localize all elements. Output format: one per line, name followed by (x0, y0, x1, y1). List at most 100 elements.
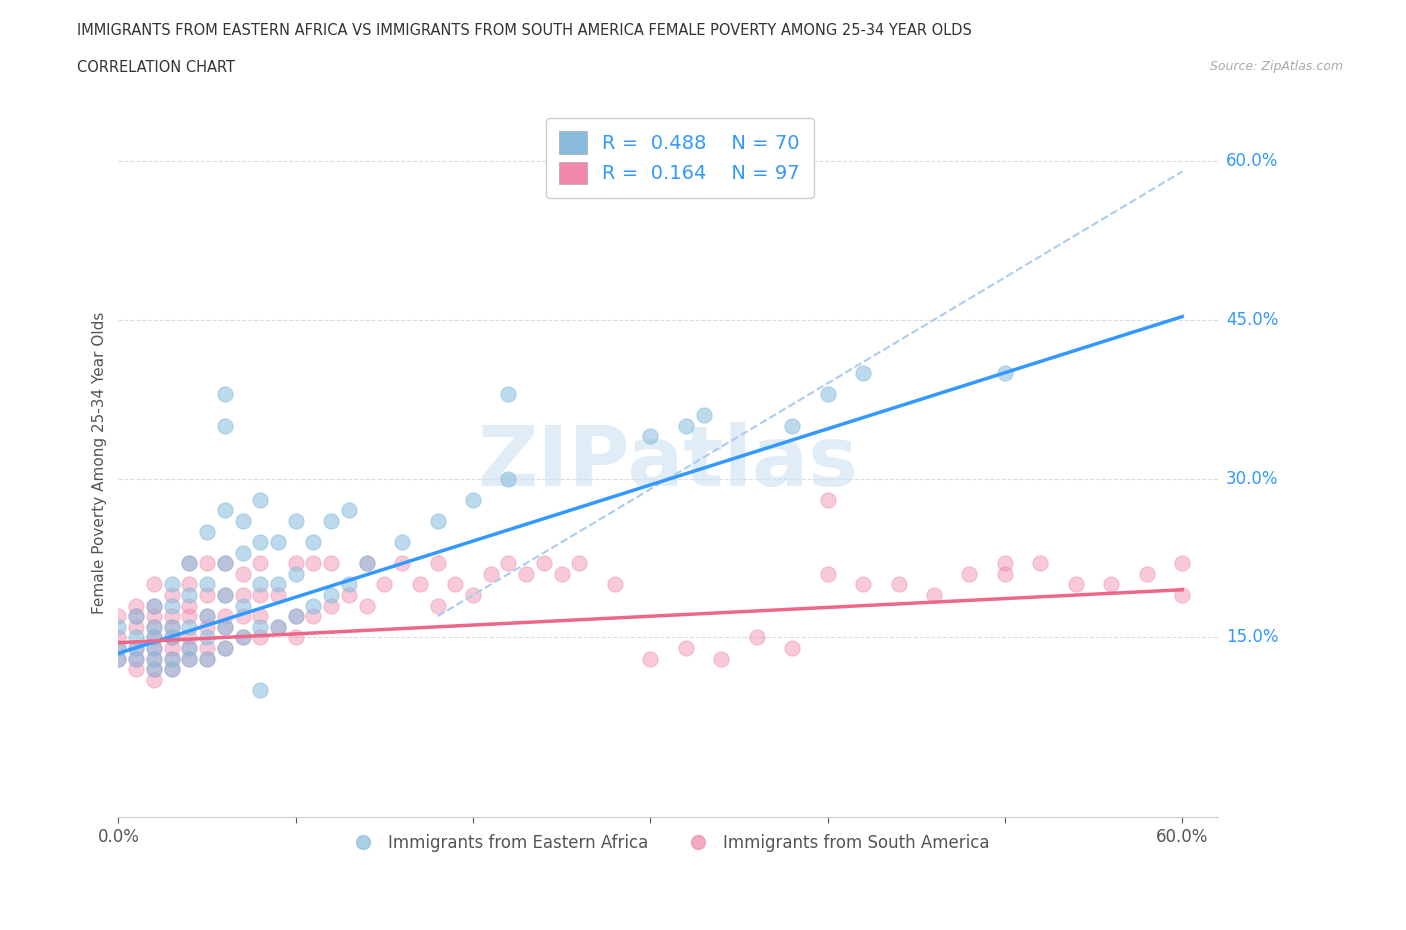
Point (640, 429, 662, 444)
Point (302, 535, 325, 550)
Point (249, 630, 271, 644)
Point (142, 577, 165, 591)
Point (498, 387, 520, 402)
Point (1171, 588, 1194, 603)
Point (195, 651, 218, 666)
Text: 30.0%: 30.0% (1226, 470, 1278, 487)
Point (195, 619, 218, 634)
Point (321, 513, 343, 528)
Point (160, 662, 183, 677)
Point (179, 577, 201, 591)
Point (142, 651, 165, 666)
Point (125, 598, 148, 613)
Point (107, 630, 129, 644)
Point (125, 630, 148, 644)
Point (887, 577, 910, 591)
Point (533, 556, 555, 571)
Point (160, 588, 183, 603)
Point (284, 630, 307, 644)
Point (160, 619, 183, 634)
Point (179, 651, 201, 666)
Point (142, 619, 165, 634)
Point (284, 556, 307, 571)
Point (817, 492, 839, 507)
Y-axis label: Female Poverty Among 25-34 Year Olds: Female Poverty Among 25-34 Year Olds (93, 312, 107, 614)
Point (214, 641, 236, 656)
Point (1029, 556, 1052, 571)
Point (249, 619, 271, 634)
Point (160, 598, 183, 613)
Point (142, 609, 165, 624)
Point (142, 598, 165, 613)
Point (160, 651, 183, 666)
Point (107, 641, 129, 656)
Point (179, 556, 201, 571)
Point (107, 651, 129, 666)
Point (232, 513, 254, 528)
Point (249, 577, 271, 591)
Point (179, 619, 201, 634)
Point (461, 492, 484, 507)
Point (373, 577, 395, 591)
Text: ZIPatlas: ZIPatlas (478, 422, 859, 503)
Point (142, 662, 165, 677)
Point (550, 566, 572, 581)
Point (232, 588, 254, 603)
Point (142, 641, 165, 656)
Text: CORRELATION CHART: CORRELATION CHART (77, 60, 235, 75)
Point (214, 503, 236, 518)
Point (107, 651, 129, 666)
Point (179, 641, 201, 656)
Point (179, 651, 201, 666)
Point (321, 556, 343, 571)
Point (994, 365, 1017, 380)
Point (125, 641, 148, 656)
Point (249, 588, 271, 603)
Point (817, 387, 839, 402)
Point (498, 472, 520, 486)
Point (284, 609, 307, 624)
Point (745, 630, 768, 644)
Point (284, 566, 307, 581)
Point (603, 577, 626, 591)
Point (267, 535, 290, 550)
Point (214, 556, 236, 571)
Point (214, 619, 236, 634)
Point (125, 651, 148, 666)
Point (959, 566, 981, 581)
Point (232, 630, 254, 644)
Point (179, 588, 201, 603)
Point (195, 556, 218, 571)
Point (214, 619, 236, 634)
Point (302, 556, 325, 571)
Point (160, 630, 183, 644)
Point (852, 365, 875, 380)
Point (337, 588, 360, 603)
Point (249, 492, 271, 507)
Point (125, 609, 148, 624)
Point (160, 630, 183, 644)
Point (444, 577, 467, 591)
Point (356, 556, 378, 571)
Point (426, 598, 449, 613)
Point (249, 683, 271, 698)
Point (125, 619, 148, 634)
Point (337, 577, 360, 591)
Point (142, 641, 165, 656)
Point (142, 630, 165, 644)
Point (214, 588, 236, 603)
Point (125, 662, 148, 677)
Point (994, 566, 1017, 581)
Point (1099, 577, 1122, 591)
Point (232, 545, 254, 560)
Point (284, 513, 307, 528)
Point (214, 641, 236, 656)
Point (195, 609, 218, 624)
Point (817, 566, 839, 581)
Point (994, 556, 1017, 571)
Point (337, 503, 360, 518)
Point (232, 598, 254, 613)
Point (498, 556, 520, 571)
Point (1136, 566, 1159, 581)
Point (214, 556, 236, 571)
